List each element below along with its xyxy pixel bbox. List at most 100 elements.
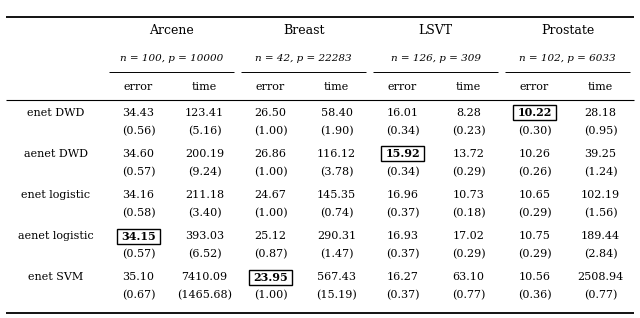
Text: enet logistic: enet logistic bbox=[21, 190, 91, 200]
Text: (0.74): (0.74) bbox=[320, 208, 353, 218]
Text: 145.35: 145.35 bbox=[317, 190, 356, 200]
Text: enet DWD: enet DWD bbox=[28, 108, 84, 118]
Text: 10.26: 10.26 bbox=[518, 149, 550, 159]
Text: (1.00): (1.00) bbox=[254, 126, 287, 136]
Text: 10.56: 10.56 bbox=[518, 272, 550, 282]
Text: (0.57): (0.57) bbox=[122, 167, 156, 177]
Text: (0.87): (0.87) bbox=[254, 249, 287, 259]
Text: (0.95): (0.95) bbox=[584, 126, 618, 136]
Text: (6.52): (6.52) bbox=[188, 249, 221, 259]
Text: (0.67): (0.67) bbox=[122, 290, 156, 301]
Text: (1.24): (1.24) bbox=[584, 167, 618, 177]
Text: 290.31: 290.31 bbox=[317, 231, 356, 241]
Text: 10.73: 10.73 bbox=[452, 190, 484, 200]
Text: 26.50: 26.50 bbox=[255, 108, 287, 118]
Text: (0.29): (0.29) bbox=[518, 249, 552, 259]
Text: 34.60: 34.60 bbox=[123, 149, 155, 159]
Text: 200.19: 200.19 bbox=[185, 149, 224, 159]
Text: 58.40: 58.40 bbox=[321, 108, 353, 118]
Text: 189.44: 189.44 bbox=[581, 231, 620, 241]
Text: (0.34): (0.34) bbox=[386, 126, 419, 136]
Text: 567.43: 567.43 bbox=[317, 272, 356, 282]
Text: (1.47): (1.47) bbox=[320, 249, 353, 259]
Text: time: time bbox=[588, 82, 613, 93]
Text: n = 102, p = 6033: n = 102, p = 6033 bbox=[519, 54, 616, 63]
Text: 393.03: 393.03 bbox=[185, 231, 224, 241]
Text: error: error bbox=[124, 82, 153, 93]
Text: (0.37): (0.37) bbox=[386, 249, 419, 259]
Text: time: time bbox=[324, 82, 349, 93]
Text: 35.10: 35.10 bbox=[123, 272, 155, 282]
Text: 2508.94: 2508.94 bbox=[577, 272, 624, 282]
Text: 116.12: 116.12 bbox=[317, 149, 356, 159]
Text: 15.92: 15.92 bbox=[385, 149, 420, 159]
Text: 17.02: 17.02 bbox=[452, 231, 484, 241]
Text: 16.96: 16.96 bbox=[387, 190, 419, 200]
Text: aenet logistic: aenet logistic bbox=[18, 231, 94, 241]
Text: (0.26): (0.26) bbox=[518, 167, 552, 177]
Text: 102.19: 102.19 bbox=[581, 190, 620, 200]
Text: LSVT: LSVT bbox=[419, 24, 452, 37]
Text: (3.40): (3.40) bbox=[188, 208, 221, 218]
Text: 13.72: 13.72 bbox=[452, 149, 484, 159]
Text: (1.90): (1.90) bbox=[320, 126, 353, 136]
Text: (0.56): (0.56) bbox=[122, 126, 156, 136]
Text: (0.77): (0.77) bbox=[584, 290, 618, 301]
Text: (0.77): (0.77) bbox=[452, 290, 485, 301]
Text: 24.67: 24.67 bbox=[255, 190, 287, 200]
Text: 25.12: 25.12 bbox=[255, 231, 287, 241]
Text: 10.22: 10.22 bbox=[517, 107, 552, 118]
Text: (0.34): (0.34) bbox=[386, 167, 419, 177]
Text: (0.23): (0.23) bbox=[452, 126, 485, 136]
Text: (0.37): (0.37) bbox=[386, 208, 419, 218]
Text: (2.84): (2.84) bbox=[584, 249, 618, 259]
Text: (9.24): (9.24) bbox=[188, 167, 221, 177]
Text: (15.19): (15.19) bbox=[316, 290, 357, 301]
Text: 16.01: 16.01 bbox=[387, 108, 419, 118]
Text: (0.29): (0.29) bbox=[452, 167, 485, 177]
Text: 26.86: 26.86 bbox=[255, 149, 287, 159]
Text: time: time bbox=[192, 82, 217, 93]
Text: (0.18): (0.18) bbox=[452, 208, 485, 218]
Text: error: error bbox=[256, 82, 285, 93]
Text: 34.43: 34.43 bbox=[123, 108, 155, 118]
Text: 16.93: 16.93 bbox=[387, 231, 419, 241]
Text: Prostate: Prostate bbox=[541, 24, 594, 37]
Text: time: time bbox=[456, 82, 481, 93]
Text: Arcene: Arcene bbox=[149, 24, 194, 37]
Text: error: error bbox=[520, 82, 549, 93]
Text: (0.57): (0.57) bbox=[122, 249, 156, 259]
Text: n = 42, p = 22283: n = 42, p = 22283 bbox=[255, 54, 352, 63]
Text: (0.30): (0.30) bbox=[518, 126, 552, 136]
Text: (5.16): (5.16) bbox=[188, 126, 221, 136]
Text: (0.58): (0.58) bbox=[122, 208, 156, 218]
Text: (0.36): (0.36) bbox=[518, 290, 552, 301]
Text: 34.15: 34.15 bbox=[121, 231, 156, 242]
Text: (1465.68): (1465.68) bbox=[177, 290, 232, 301]
Text: 39.25: 39.25 bbox=[584, 149, 616, 159]
Text: 10.75: 10.75 bbox=[518, 231, 550, 241]
Text: (0.37): (0.37) bbox=[386, 290, 419, 301]
Text: 23.95: 23.95 bbox=[253, 272, 288, 283]
Text: 16.27: 16.27 bbox=[387, 272, 419, 282]
Text: enet SVM: enet SVM bbox=[28, 272, 84, 282]
Text: 28.18: 28.18 bbox=[584, 108, 616, 118]
Text: aenet DWD: aenet DWD bbox=[24, 149, 88, 159]
Text: Breast: Breast bbox=[283, 24, 324, 37]
Text: (1.00): (1.00) bbox=[254, 167, 287, 177]
Text: (1.56): (1.56) bbox=[584, 208, 618, 218]
Text: 63.10: 63.10 bbox=[452, 272, 484, 282]
Text: 10.65: 10.65 bbox=[518, 190, 550, 200]
Text: 34.16: 34.16 bbox=[123, 190, 155, 200]
Text: (1.00): (1.00) bbox=[254, 208, 287, 218]
Text: (3.78): (3.78) bbox=[320, 167, 353, 177]
Text: n = 126, p = 309: n = 126, p = 309 bbox=[390, 54, 481, 63]
Text: 7410.09: 7410.09 bbox=[182, 272, 228, 282]
Text: n = 100, p = 10000: n = 100, p = 10000 bbox=[120, 54, 223, 63]
Text: 123.41: 123.41 bbox=[185, 108, 224, 118]
Text: (1.00): (1.00) bbox=[254, 290, 287, 301]
Text: (0.29): (0.29) bbox=[518, 208, 552, 218]
Text: (0.29): (0.29) bbox=[452, 249, 485, 259]
Text: error: error bbox=[388, 82, 417, 93]
Text: 8.28: 8.28 bbox=[456, 108, 481, 118]
